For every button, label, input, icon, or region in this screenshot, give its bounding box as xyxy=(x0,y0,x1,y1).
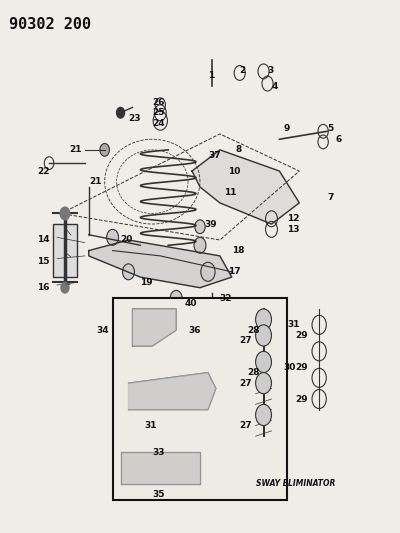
Text: 40: 40 xyxy=(184,299,197,308)
Text: 11: 11 xyxy=(224,188,236,197)
Text: 32: 32 xyxy=(220,294,232,303)
Circle shape xyxy=(256,351,272,373)
Bar xyxy=(53,224,77,277)
Circle shape xyxy=(60,207,70,220)
Text: 1: 1 xyxy=(208,71,214,80)
Text: 28: 28 xyxy=(248,326,260,335)
Polygon shape xyxy=(192,150,299,224)
Text: 18: 18 xyxy=(232,246,244,255)
Circle shape xyxy=(107,229,118,245)
Text: 19: 19 xyxy=(140,278,153,287)
Text: 25: 25 xyxy=(152,108,165,117)
Text: 31: 31 xyxy=(287,320,300,329)
Polygon shape xyxy=(128,373,216,410)
Text: 4: 4 xyxy=(272,82,278,91)
Text: 7: 7 xyxy=(327,193,334,202)
Text: 23: 23 xyxy=(128,114,141,123)
Text: 21: 21 xyxy=(69,146,82,155)
Circle shape xyxy=(256,373,272,394)
Circle shape xyxy=(116,108,124,118)
Text: 6: 6 xyxy=(335,135,341,144)
Polygon shape xyxy=(120,452,200,484)
Circle shape xyxy=(100,143,110,156)
Bar xyxy=(113,298,287,500)
Text: 16: 16 xyxy=(37,283,50,292)
Text: 9: 9 xyxy=(284,124,290,133)
Text: 14: 14 xyxy=(37,236,50,245)
Circle shape xyxy=(256,325,272,346)
Text: 5: 5 xyxy=(327,124,333,133)
Text: 13: 13 xyxy=(287,225,300,234)
Circle shape xyxy=(61,282,69,293)
Polygon shape xyxy=(132,309,176,346)
Text: 33: 33 xyxy=(152,448,165,457)
Text: 29: 29 xyxy=(295,331,308,340)
Text: 30: 30 xyxy=(284,363,296,372)
Text: 27: 27 xyxy=(240,421,252,430)
Circle shape xyxy=(256,405,272,425)
Text: 36: 36 xyxy=(188,326,200,335)
Text: 27: 27 xyxy=(240,378,252,387)
Circle shape xyxy=(170,290,182,306)
Text: 17: 17 xyxy=(228,268,240,276)
Text: 90302 200: 90302 200 xyxy=(9,17,92,33)
Text: 29: 29 xyxy=(295,394,308,403)
Text: 22: 22 xyxy=(37,166,50,175)
Text: 27: 27 xyxy=(240,336,252,345)
Text: 37: 37 xyxy=(208,151,220,160)
Circle shape xyxy=(195,220,205,233)
Text: 34: 34 xyxy=(97,326,109,335)
Text: 20: 20 xyxy=(120,236,133,245)
Text: 8: 8 xyxy=(236,146,242,155)
Circle shape xyxy=(201,262,215,281)
Circle shape xyxy=(194,237,206,253)
Text: 26: 26 xyxy=(152,98,165,107)
Text: 29: 29 xyxy=(295,363,308,372)
Text: 12: 12 xyxy=(287,214,300,223)
Text: 39: 39 xyxy=(204,220,216,229)
Text: 35: 35 xyxy=(152,490,165,499)
Text: SWAY ELIMINATOR: SWAY ELIMINATOR xyxy=(256,479,335,488)
Text: 2: 2 xyxy=(240,66,246,75)
Polygon shape xyxy=(89,240,232,288)
Text: 21: 21 xyxy=(89,177,101,186)
Text: 31: 31 xyxy=(144,421,157,430)
Text: 15: 15 xyxy=(37,257,50,265)
Text: 24: 24 xyxy=(152,119,165,128)
Text: 3: 3 xyxy=(268,66,274,75)
Circle shape xyxy=(256,309,272,330)
Text: 10: 10 xyxy=(228,166,240,175)
Circle shape xyxy=(122,264,134,280)
Text: 28: 28 xyxy=(248,368,260,377)
